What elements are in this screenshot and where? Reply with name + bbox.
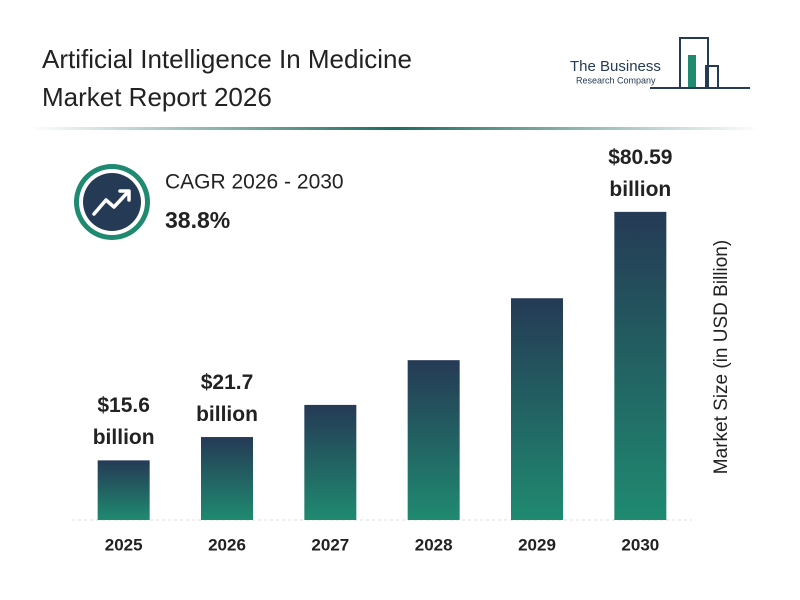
bar (511, 298, 563, 520)
y-axis-label: Market Size (in USD Billion) (711, 240, 732, 474)
x-tick-label: 2029 (518, 535, 556, 554)
x-tick-label: 2026 (208, 535, 246, 554)
bar (201, 437, 253, 520)
bar (304, 404, 357, 520)
title: Artificial Intelligence In Medicine Mark… (42, 44, 412, 112)
x-tick-label: 2025 (105, 535, 143, 554)
x-tick-label: 2030 (621, 535, 659, 554)
value-label: $80.59 billion (608, 145, 673, 201)
cagr-value: 38.8% (165, 207, 230, 233)
bar (614, 211, 667, 521)
x-tick-label: 2027 (311, 535, 349, 554)
value-label: $15.6 billion (92, 394, 155, 450)
cagr-label: CAGR 2026 - 2030 (165, 171, 344, 194)
header-rule (30, 127, 760, 130)
logo-subtext: Research Company (576, 75, 656, 85)
bar (97, 460, 150, 520)
value-label: $21.7 billion (196, 371, 258, 427)
bar (407, 360, 460, 520)
cagr-icon (74, 164, 150, 240)
logo-text: The Business (570, 58, 661, 75)
x-tick-label: 2028 (415, 535, 453, 554)
logo: The Business Research Company (570, 37, 750, 89)
